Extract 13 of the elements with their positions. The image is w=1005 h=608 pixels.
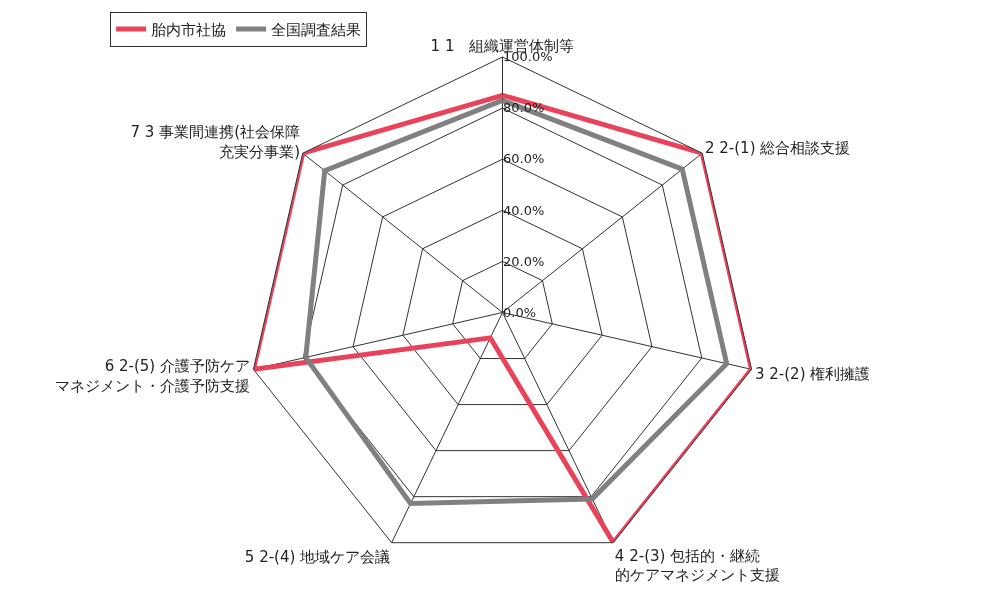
spoke-label: 6 2-(5) 介護予防ケアマネジメント・介護予防支援 (54, 357, 250, 395)
spoke-label: 7 3 事業間連携(社会保障充実分事業) (130, 123, 301, 161)
y-tick-label: 60.0% (503, 151, 545, 167)
spoke-label: 2 2-(1) 総合相談支援 (704, 139, 851, 158)
spoke-label: 3 2-(2) 権利擁護 (755, 364, 871, 383)
y-tick-label: 40.0% (503, 202, 545, 218)
y-tick-label: 0.0% (503, 304, 537, 320)
spoke-label: 4 2-(3) 包括的・継続的ケアマネジメント支援 (614, 546, 780, 585)
legend-label: 胎内市社協 (151, 20, 227, 39)
y-tick-label: 20.0% (503, 253, 545, 269)
y-tick-label: 80.0% (503, 100, 545, 116)
spoke-label: 5 2-(4) 地域ケア会議 (244, 547, 391, 566)
legend-label: 全国調査結果 (271, 20, 362, 39)
